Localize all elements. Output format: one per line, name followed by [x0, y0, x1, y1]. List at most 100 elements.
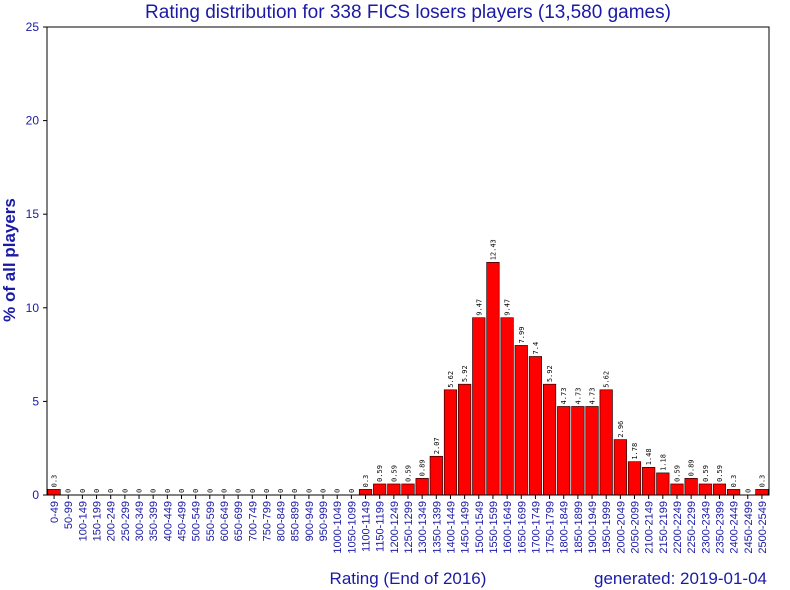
data-label: 0 — [277, 489, 285, 493]
data-label: 0 — [192, 489, 200, 493]
x-tick-label: 1650-1699 — [516, 501, 528, 554]
x-tick-label: 1050-1099 — [346, 501, 358, 554]
x-tick-label: 900-949 — [304, 501, 316, 541]
data-label: 1.48 — [645, 448, 653, 465]
x-tick-label: 2150-2199 — [658, 501, 670, 554]
data-label: 0.3 — [362, 475, 370, 488]
data-label: 0.59 — [405, 465, 413, 482]
bar-1150-1199 — [373, 483, 387, 496]
data-label: 4.73 — [589, 388, 597, 405]
data-label: 0 — [150, 489, 158, 493]
x-tick-label: 1150-1199 — [375, 501, 387, 552]
data-label: 0 — [305, 489, 313, 493]
x-tick-label: 2100-2149 — [644, 501, 656, 554]
data-label: 0 — [107, 489, 115, 493]
x-tick-label: 2200-2249 — [672, 501, 684, 554]
data-label: 4.73 — [560, 388, 568, 405]
x-tick-label: 300-349 — [134, 501, 146, 541]
bar-2150-2199 — [656, 472, 670, 496]
bar-1100-1149 — [358, 489, 373, 496]
bar-1550-1599 — [486, 262, 500, 496]
x-tick-label: 1900-1949 — [587, 501, 599, 554]
generated-date: generated: 2019-01-04 — [594, 569, 767, 588]
bar-1850-1899 — [571, 406, 585, 496]
x-tick-label: 2500-2549 — [757, 501, 769, 554]
data-label: 7.99 — [518, 327, 526, 344]
x-tick-label: 850-899 — [290, 501, 302, 541]
x-tick-label: 2300-2349 — [700, 501, 712, 554]
bar-2000-2049 — [613, 439, 627, 496]
data-label: 0 — [235, 489, 243, 493]
data-label: 0.3 — [758, 475, 766, 488]
bar-1750-1799 — [542, 383, 557, 496]
bar-1450-1499 — [458, 383, 472, 496]
x-tick-label: 1850-1899 — [573, 501, 585, 554]
x-tick-label: 1000-1049 — [332, 501, 344, 554]
bar-1500-1549 — [472, 317, 486, 496]
bar-1700-1749 — [528, 356, 542, 496]
bar-1350-1399 — [429, 455, 443, 496]
data-label: 7.4 — [532, 342, 540, 355]
data-label: 0.59 — [390, 465, 398, 482]
x-tick-label: 950-999 — [318, 501, 330, 541]
data-label: 12.43 — [489, 239, 497, 260]
bar-1400-1449 — [443, 389, 458, 496]
data-label: 0 — [206, 489, 214, 493]
x-tick-label: 1500-1549 — [474, 501, 486, 554]
data-label: 0 — [65, 489, 73, 493]
y-tick-label: 15 — [26, 207, 40, 221]
bar-2400-2449 — [727, 489, 741, 496]
data-label: 0.59 — [716, 465, 724, 482]
x-tick-label: 1100-1149 — [361, 501, 373, 552]
x-axis: 0-49 50-99 100-149 150-199 200-249 250-299 300… — [49, 495, 769, 554]
x-tick-label: 700-749 — [247, 501, 259, 541]
y-axis: 0 5 10 15 20 25 — [26, 20, 47, 502]
x-tick-label: 750-799 — [261, 501, 273, 541]
x-tick-label: 550-599 — [205, 501, 217, 541]
x-tick-label: 1750-1799 — [545, 501, 557, 554]
data-label: 0 — [93, 489, 101, 493]
data-label: 5.92 — [461, 365, 469, 382]
x-tick-label: 1200-1249 — [389, 501, 401, 554]
x-tick-label: 600-649 — [219, 501, 231, 541]
data-label: 0 — [121, 489, 129, 493]
data-label: 0.59 — [702, 465, 710, 482]
data-label: 5.92 — [546, 365, 554, 382]
data-labels: 0.3 0 0 0 0 0 0 0 0 0 0 0 0 0 0 0 0 0 0 0 0 0 0.3 0.59 0.59 0.59 0… — [51, 239, 767, 493]
bar-1650-1699 — [514, 345, 528, 496]
x-tick-label: 2050-2099 — [630, 501, 642, 554]
x-tick-label: 1800-1849 — [559, 501, 571, 554]
plot-frame — [46, 26, 770, 496]
data-label: 0 — [744, 489, 752, 493]
bar-1900-1949 — [585, 406, 599, 496]
data-label: 0 — [249, 489, 257, 493]
data-label: 1.78 — [631, 443, 639, 460]
x-tick-label: 2400-2449 — [729, 501, 741, 554]
bar-1800-1849 — [557, 406, 571, 496]
data-label: 5.62 — [447, 371, 455, 388]
data-label: 9.47 — [504, 299, 512, 316]
bar-0-49 — [47, 489, 61, 496]
data-label: 0 — [220, 489, 228, 493]
x-tick-label: 650-699 — [233, 501, 245, 541]
x-tick-label: 1600-1649 — [502, 501, 514, 554]
data-label: 0 — [263, 489, 271, 493]
data-label: 0 — [334, 489, 342, 493]
bar-2250-2299 — [684, 478, 698, 496]
bar-2350-2399 — [712, 483, 727, 496]
data-label: 0 — [79, 489, 87, 493]
x-tick-label: 1700-1749 — [530, 501, 542, 554]
x-tick-label: 450-499 — [176, 501, 188, 541]
y-tick-label: 25 — [26, 20, 40, 34]
x-tick-label: 1250-1299 — [403, 501, 415, 554]
x-tick-label: 500-549 — [191, 501, 203, 541]
data-label: 2.07 — [433, 437, 441, 454]
x-tick-label: 50-99 — [63, 501, 75, 529]
data-label: 9.47 — [475, 299, 483, 316]
x-tick-label: 2350-2399 — [714, 501, 726, 554]
data-label: 0.59 — [376, 465, 384, 482]
y-tick-label: 0 — [32, 488, 39, 502]
x-tick-label: 1400-1449 — [445, 501, 457, 554]
x-tick-label: 1950-1999 — [601, 501, 613, 554]
bar-2100-2149 — [642, 466, 656, 496]
